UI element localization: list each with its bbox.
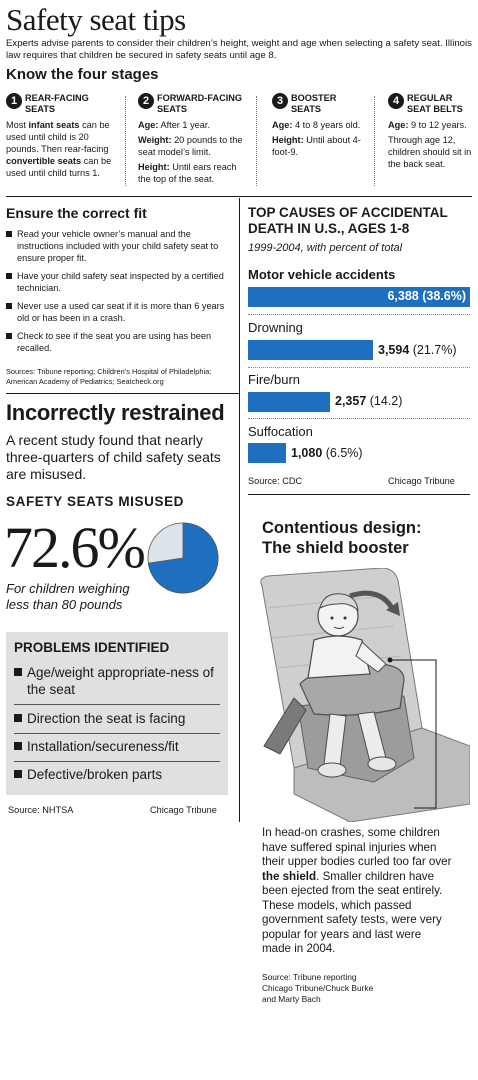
stage-booster: 3 BOOSTER SEATS Age: 4 to 8 years old. Hei… <box>272 93 368 161</box>
bar-value-label: 3,594 (21.7%) <box>378 343 457 357</box>
chart-title: TOP CAUSES OF ACCIDENTAL DEATH IN U.S., … <box>248 205 448 236</box>
list-item: Check to see if the seat you are using h… <box>6 330 234 354</box>
stage-body: Most infant seats can be used until chil… <box>6 120 112 178</box>
square-bullet-icon <box>6 303 12 309</box>
chart-source: Source: CDC <box>248 476 303 486</box>
list-item: Never use a used car seat if it is more … <box>6 300 234 324</box>
misused-caption: For children weighing less than 80 pound… <box>6 581 130 612</box>
stage-rear-facing: 1 REAR-FACING SEATS Most infant seats can … <box>6 93 118 179</box>
stage-forward-facing: 2 FORWARD-FACING SEATS Age: After 1 year. … <box>138 93 248 188</box>
bar-value-label: 2,357 (14.2) <box>335 394 403 408</box>
problems-box: PROBLEMS IDENTIFIED Age/weight appropria… <box>6 632 228 795</box>
square-bullet-icon <box>6 231 12 237</box>
stage-heading: REAR-FACING SEATS <box>25 93 89 114</box>
stage-heading: BOOSTER SEATS <box>291 93 337 114</box>
stage-divider <box>125 96 126 186</box>
misused-heading: SAFETY SEATS MISUSED <box>6 494 185 509</box>
square-bullet-icon <box>14 742 22 750</box>
design-description: In head-on crashes, some children have s… <box>262 826 452 955</box>
bar-value-label: 1,080 (6.5%) <box>291 446 363 460</box>
stage-number: 3 <box>272 93 288 109</box>
square-bullet-icon <box>6 273 12 279</box>
list-item: Age/weight appropriate-ness of the seat <box>14 664 222 698</box>
divider <box>14 733 220 734</box>
bar-value-label: 6,388 (38.6%) <box>387 289 466 303</box>
list-item: Read your vehicle owner’s manual and the… <box>6 228 234 264</box>
square-bullet-icon <box>6 333 12 339</box>
square-bullet-icon <box>14 770 22 778</box>
section-divider <box>6 393 239 394</box>
incorrect-text: A recent study found that nearly three-q… <box>6 432 221 482</box>
bar <box>248 443 286 463</box>
problems-credit: Chicago Tribune <box>150 805 217 815</box>
list-item: Defective/broken parts <box>14 766 222 783</box>
design-heading: Contentious design: The shield booster <box>262 519 422 557</box>
shield-booster-illustration <box>260 568 470 822</box>
bar <box>248 392 330 412</box>
section-divider <box>6 196 472 197</box>
stage-divider <box>374 96 375 186</box>
chart-subtitle: 1999-2004, with percent of total <box>248 242 403 254</box>
list-item: Installation/secureness/fit <box>14 738 222 755</box>
stage-body: Age: 4 to 8 years old. Height: Until abo… <box>272 120 361 157</box>
divider <box>14 761 220 762</box>
stage-number: 4 <box>388 93 404 109</box>
column-divider <box>239 198 240 516</box>
misused-pie-chart <box>147 522 219 594</box>
list-item: Direction the seat is facing <box>14 710 222 727</box>
bar-label: Motor vehicle accidents <box>248 267 396 282</box>
fit-list: Read your vehicle owner’s manual and the… <box>6 228 234 360</box>
bar <box>248 340 373 360</box>
misused-percent: 72.6% <box>4 515 146 580</box>
list-item: Have your child safety seat inspected by… <box>6 270 234 294</box>
stage-heading: REGULAR SEAT BELTS <box>407 93 463 114</box>
bar-divider <box>248 314 470 315</box>
stage-divider <box>256 96 257 186</box>
bar-label: Suffocation <box>248 424 313 439</box>
stage-number: 2 <box>138 93 154 109</box>
bar <box>248 287 470 307</box>
column-divider <box>239 516 240 822</box>
stage-seat-belts: 4 REGULAR SEAT BELTS Age: 9 to 12 years. T… <box>388 93 474 173</box>
stage-body: Age: After 1 year. Weight: 20 pounds to … <box>138 120 243 184</box>
stage-heading: FORWARD-FACING SEATS <box>157 93 243 114</box>
square-bullet-icon <box>14 714 22 722</box>
square-bullet-icon <box>14 668 22 676</box>
fit-heading: Ensure the correct fit <box>6 205 147 221</box>
divider <box>14 704 220 705</box>
chart-credit: Chicago Tribune <box>388 476 455 486</box>
bar-label: Drowning <box>248 320 303 335</box>
stages-heading: Know the four stages <box>6 66 159 83</box>
fit-sources: Sources: Tribune reporting; Children’s H… <box>6 367 212 386</box>
section-divider <box>248 494 470 495</box>
incorrect-heading: Incorrectly restrained <box>6 400 225 425</box>
stage-number: 1 <box>6 93 22 109</box>
problems-source: Source: NHTSA <box>8 805 74 815</box>
bar-divider <box>248 418 470 419</box>
pie-slice-misused <box>147 522 219 594</box>
page-title: Safety seat tips <box>6 2 186 37</box>
bar-label: Fire/burn <box>248 372 301 387</box>
design-sources: Source: Tribune reporting Chicago Tribune… <box>262 972 374 1004</box>
bar-divider <box>248 367 470 368</box>
intro-text: Experts advise parents to consider their… <box>6 38 472 61</box>
stage-body: Age: 9 to 12 years. Through age 12, chil… <box>388 120 472 169</box>
problems-heading: PROBLEMS IDENTIFIED <box>14 640 170 655</box>
